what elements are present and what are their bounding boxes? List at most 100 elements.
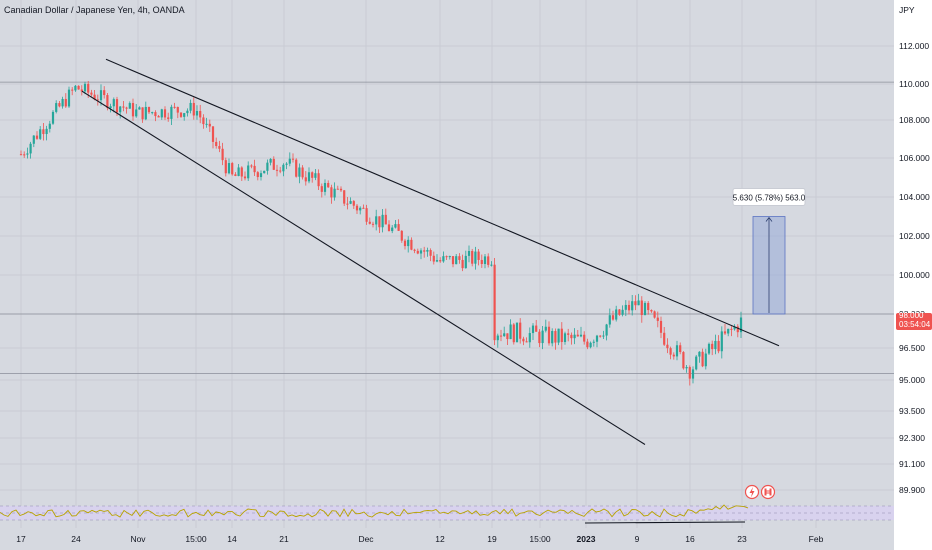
candle — [19, 150, 23, 156]
candle — [221, 142, 224, 166]
candle — [685, 365, 688, 373]
candle — [231, 161, 234, 176]
candle — [528, 327, 531, 348]
candle — [554, 328, 557, 350]
trendline-upper[interactable] — [105, 58, 780, 347]
candle — [551, 328, 554, 347]
candle — [298, 163, 301, 184]
candle — [640, 296, 643, 323]
candle — [339, 186, 343, 193]
candle — [563, 331, 567, 345]
candle — [202, 114, 205, 129]
measure-tool[interactable]: 5.630 (5.78%) 563.0 — [732, 188, 806, 315]
x-tick-label: 17 — [16, 534, 26, 544]
candle — [359, 206, 362, 215]
candle — [224, 157, 227, 177]
candle — [675, 340, 679, 361]
symbol-title: Canadian Dollar / Japanese Yen, 4h, OAND… — [4, 5, 185, 15]
candle — [307, 167, 311, 184]
candle — [375, 209, 378, 231]
candle — [295, 158, 298, 178]
candle — [506, 333, 509, 346]
candle — [455, 254, 458, 265]
candle — [637, 293, 640, 306]
candle — [125, 106, 128, 114]
candle — [595, 334, 599, 348]
candle — [663, 326, 666, 346]
candle — [435, 254, 439, 263]
candle — [179, 112, 183, 119]
candle — [301, 165, 304, 180]
y-tick-label: 91.100 — [899, 459, 925, 469]
trendline-lower[interactable] — [81, 90, 646, 445]
candle — [714, 334, 717, 355]
candle — [669, 346, 672, 360]
candle — [461, 254, 464, 272]
candle — [579, 326, 583, 338]
candle — [688, 365, 691, 386]
candle — [567, 328, 570, 342]
price-badge-countdown: 03:54:04 — [899, 320, 931, 329]
x-tick-label: 14 — [227, 534, 237, 544]
candle — [119, 105, 122, 119]
candle — [509, 319, 512, 340]
candle — [650, 309, 653, 313]
candle — [365, 204, 368, 225]
candle — [349, 197, 352, 205]
candle — [736, 324, 739, 338]
x-tick-label: Nov — [130, 534, 146, 544]
candle — [29, 141, 32, 159]
lightning-icon[interactable] — [744, 484, 760, 500]
candle — [493, 258, 496, 346]
candle — [131, 98, 135, 121]
candle — [691, 366, 695, 384]
candle — [704, 348, 707, 370]
candle — [477, 248, 480, 266]
candle — [615, 305, 618, 322]
candle — [154, 110, 157, 122]
candle — [141, 107, 144, 123]
candle — [103, 86, 106, 99]
candle — [570, 332, 573, 345]
candle — [253, 159, 256, 177]
candle — [499, 329, 503, 342]
candle — [330, 184, 333, 204]
candle — [419, 248, 423, 260]
candle — [560, 322, 563, 350]
candle — [439, 257, 442, 263]
candle — [275, 164, 279, 177]
candle — [739, 311, 743, 339]
candle — [205, 117, 208, 128]
y-tick-label: 92.300 — [899, 433, 925, 443]
candle — [240, 166, 243, 181]
candle — [186, 108, 189, 117]
flag-icon[interactable] — [760, 484, 776, 500]
candle — [483, 254, 487, 269]
candle — [343, 189, 346, 207]
candle — [381, 209, 384, 233]
candle — [487, 253, 490, 268]
trendlines[interactable] — [81, 58, 780, 445]
candle — [730, 326, 733, 337]
candle — [503, 326, 506, 337]
candle — [170, 104, 173, 126]
candle — [627, 300, 631, 315]
candle — [544, 319, 547, 333]
x-tick-label: 23 — [737, 534, 747, 544]
candle — [263, 170, 266, 174]
x-tick-label: 19 — [487, 534, 497, 544]
candle — [471, 248, 474, 267]
candle — [448, 255, 451, 260]
candle — [423, 246, 426, 258]
y-tick-label: 104.000 — [899, 192, 930, 202]
candle — [496, 333, 499, 348]
candle — [445, 255, 448, 260]
rsi-divergence-line[interactable] — [584, 521, 746, 524]
candle — [51, 110, 55, 125]
candle — [74, 84, 77, 92]
candle — [32, 135, 35, 148]
candle — [368, 217, 371, 225]
candle — [26, 147, 29, 159]
candle — [71, 87, 74, 96]
